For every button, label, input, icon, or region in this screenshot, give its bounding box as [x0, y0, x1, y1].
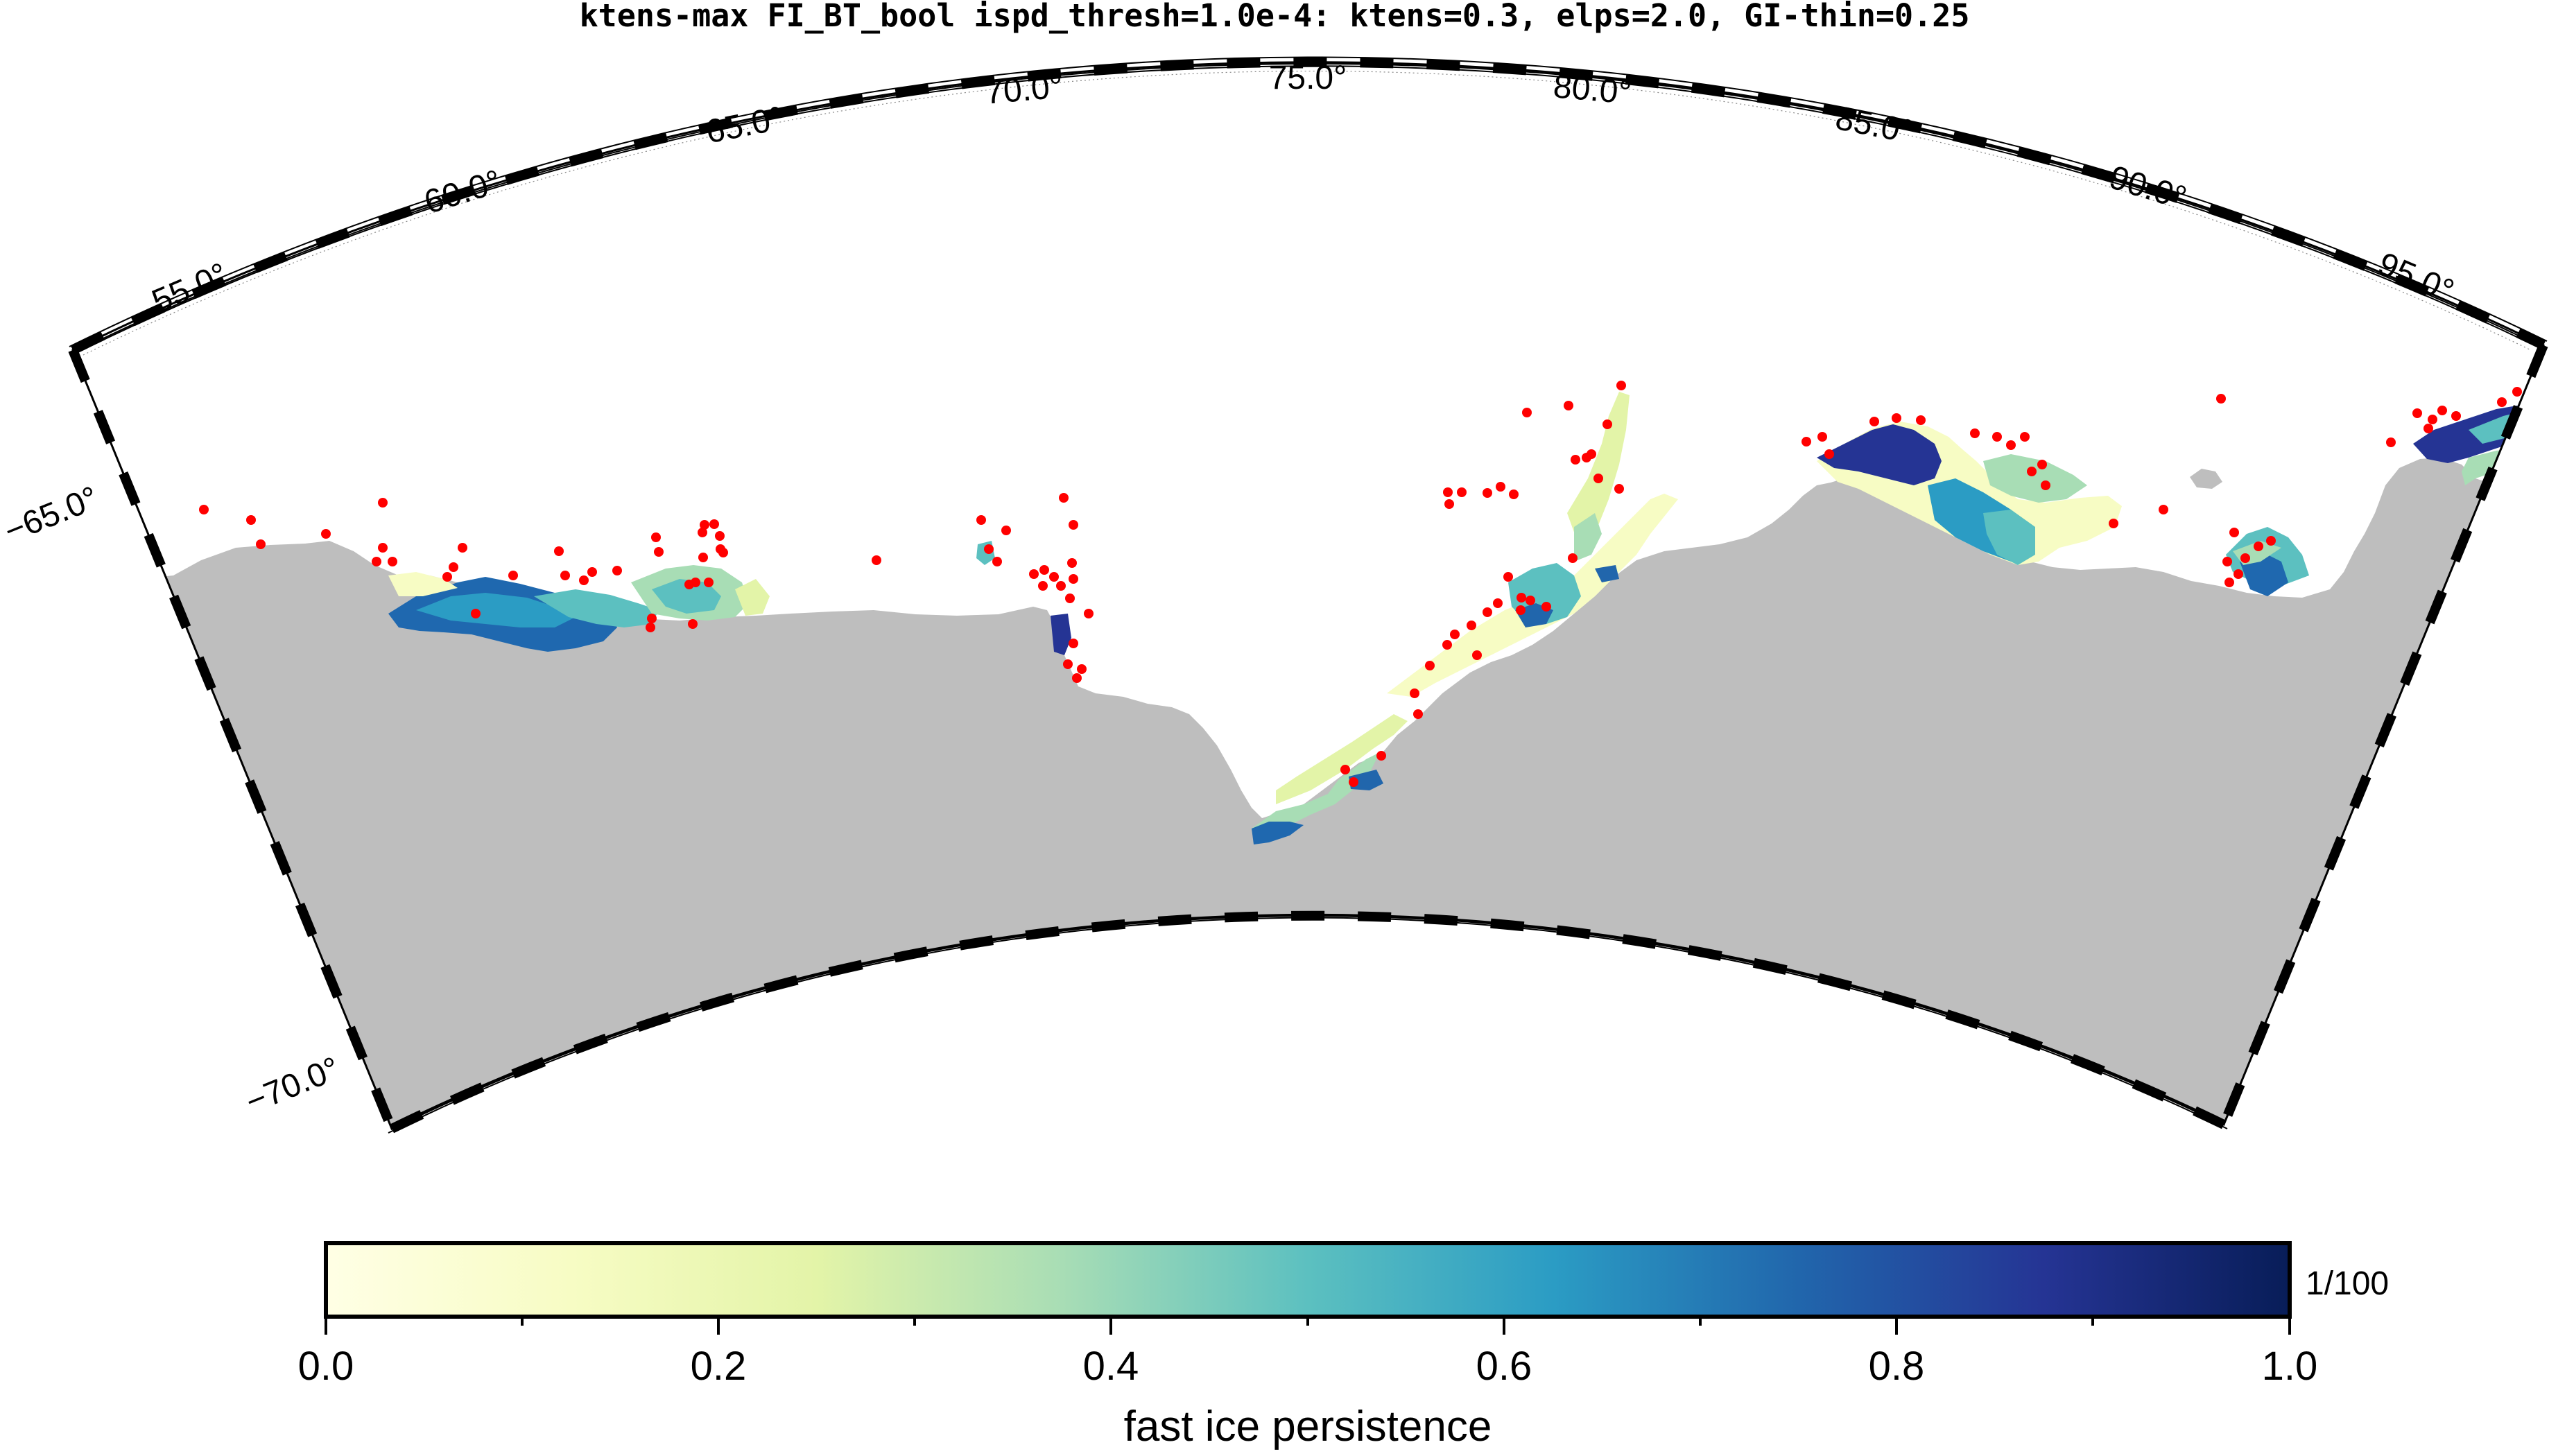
colorbar: 1/100 0.0 0.2 0.4 0.6 0.8 1.0 fast ice p… [298, 1241, 2389, 1450]
map-panel: 55.0° 60.0° 65.0° 70.0° 75.0° 80.0° 85.0… [0, 56, 2548, 1134]
colorbar-ticks [325, 1317, 2291, 1335]
colorbar-label: fast ice persistence [1124, 1403, 1492, 1450]
grounded-iceberg-points [199, 381, 2529, 787]
colorbar-tick-label-0: 0.0 [298, 1344, 354, 1389]
colorbar-tick-label-4: 0.8 [1869, 1344, 1925, 1389]
lat-label-65: −65.0° [0, 480, 103, 551]
lon-label-80: 80.0° [1552, 68, 1633, 112]
island [2190, 469, 2222, 489]
figure-title: ktens-max FI_BT_bool ispd_thresh=1.0e-4:… [580, 0, 1970, 34]
colorbar-tick-label-1: 0.2 [691, 1344, 747, 1389]
fast-ice-persistence-field [388, 392, 2538, 844]
lat-label-70: −70.0° [241, 1050, 345, 1121]
colorbar-scale-note: 1/100 [2306, 1265, 2389, 1302]
colorbar-tick-label-2: 0.4 [1083, 1344, 1139, 1389]
lon-label-70: 70.0° [983, 68, 1064, 112]
colorbar-tick-label-5: 1.0 [2262, 1344, 2318, 1389]
map-graticule [83, 70, 2532, 356]
map-frame [68, 56, 2548, 1134]
colorbar-tick-label-3: 0.6 [1476, 1344, 1532, 1389]
colorbar-gradient [324, 1241, 2292, 1319]
lon-label-75: 75.0° [1269, 60, 1347, 96]
